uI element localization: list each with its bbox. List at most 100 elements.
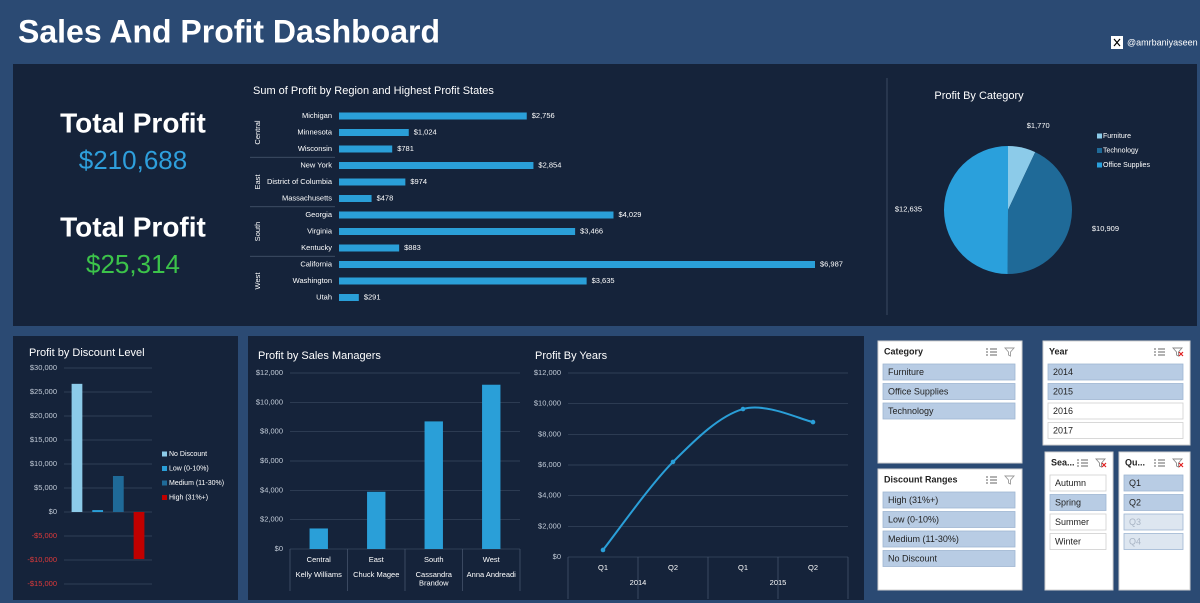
slicer-item[interactable] <box>882 511 1016 528</box>
value-label: $974 <box>410 177 427 186</box>
multi-select-button[interactable] <box>1154 459 1165 467</box>
multi-select-button[interactable] <box>1154 348 1165 356</box>
bar <box>339 195 372 202</box>
x-tick-label: Q2 <box>808 563 818 572</box>
slicer-item-label[interactable]: 2014 <box>1053 367 1073 377</box>
bar <box>424 421 443 549</box>
multi-select-button[interactable] <box>986 476 997 484</box>
value-label: $2,854 <box>538 160 561 169</box>
slicer-item-label[interactable]: 2015 <box>1053 386 1073 396</box>
category-label: New York <box>300 160 332 169</box>
category-label: Washington <box>293 276 332 285</box>
slicer <box>877 340 1023 464</box>
slicer-item[interactable] <box>882 530 1016 548</box>
bar <box>367 491 386 549</box>
slicer-item-label[interactable]: Spring <box>1055 497 1081 507</box>
slicer-item[interactable] <box>882 363 1016 381</box>
slicer-item-label[interactable]: Winter <box>1055 536 1081 546</box>
y-tick-label: $12,000 <box>534 368 561 377</box>
multi-select-button[interactable] <box>986 348 997 356</box>
slicer-item[interactable] <box>882 550 1016 567</box>
bar <box>112 476 124 512</box>
pie-slice <box>943 146 1008 274</box>
slicer-item[interactable] <box>1049 533 1107 550</box>
clear-filter-button[interactable] <box>1172 458 1183 468</box>
category-label: Wisconsin <box>298 144 332 153</box>
slicer-item-label[interactable]: Low (0-10%) <box>888 514 939 524</box>
clear-filter-mark[interactable] <box>1178 351 1184 357</box>
y-tick-label: $8,000 <box>260 427 283 436</box>
slicer-item[interactable] <box>882 383 1016 400</box>
slicer-item[interactable] <box>1123 533 1184 550</box>
bar <box>482 384 501 549</box>
clear-filter-button[interactable] <box>1004 347 1015 357</box>
slicer-item[interactable] <box>1123 474 1184 492</box>
kpi-label: Total Profit <box>60 107 206 138</box>
clear-filter-button[interactable] <box>1004 475 1015 485</box>
category-label: Michigan <box>302 111 332 120</box>
slicer-item[interactable] <box>1047 422 1184 439</box>
x-tick-label: Anna Andreadi <box>467 570 517 579</box>
value-label: $478 <box>377 193 394 202</box>
bar <box>339 294 359 301</box>
legend-label: Office Supplies <box>1103 162 1150 169</box>
clear-filter-mark[interactable] <box>1101 462 1107 468</box>
legend-swatch <box>1097 133 1102 139</box>
y-tick-label: $10,000 <box>30 459 57 468</box>
chart-title: Profit by Sales Managers <box>258 350 381 362</box>
slicer-item[interactable] <box>882 402 1016 420</box>
slicer-item[interactable] <box>1123 494 1184 511</box>
slicer-item-label[interactable]: High (31%+) <box>888 495 938 505</box>
slicer-item-label[interactable]: 2016 <box>1053 406 1073 416</box>
slicer-item-label[interactable]: Q1 <box>1129 478 1141 488</box>
kpi-value: $210,688 <box>79 145 187 175</box>
chart-title: Profit By Category <box>934 90 1024 102</box>
slicer-item[interactable] <box>1049 494 1107 511</box>
pie-slice <box>1008 146 1036 210</box>
slicer-item-label[interactable]: Q2 <box>1129 497 1141 507</box>
slicer-item-label[interactable]: Q3 <box>1129 517 1141 527</box>
value-label: $10,909 <box>1092 224 1119 233</box>
clear-filter-button[interactable] <box>1095 458 1106 468</box>
clear-filter-button[interactable] <box>1172 347 1183 357</box>
multi-select-button[interactable] <box>1077 459 1088 467</box>
slicer-item-label[interactable]: Office Supplies <box>888 386 949 396</box>
x-tick-label: Q1 <box>738 563 748 572</box>
pie-slice <box>1007 152 1072 274</box>
slicer-item[interactable] <box>1049 474 1107 492</box>
slicer-item-label[interactable]: Autumn <box>1055 478 1086 488</box>
y-tick-label: $30,000 <box>30 363 57 372</box>
slicer-item-label[interactable]: No Discount <box>888 553 938 563</box>
group-label: West <box>253 272 262 290</box>
legend-label: Furniture <box>1103 133 1131 140</box>
clear-filter-mark[interactable] <box>1178 462 1184 468</box>
bar <box>339 228 576 235</box>
group-label: East <box>369 555 385 564</box>
value-label: $1,770 <box>1027 121 1050 130</box>
slicer-item[interactable] <box>1049 513 1107 531</box>
slicer-item-label[interactable]: Furniture <box>888 367 924 377</box>
bar <box>339 162 534 169</box>
bar <box>339 178 406 186</box>
slicer-item-label[interactable]: 2017 <box>1053 425 1073 435</box>
y-tick-label: $10,000 <box>256 397 283 406</box>
slicer-item[interactable] <box>1047 402 1184 420</box>
slicer-item-label[interactable]: Summer <box>1055 517 1089 527</box>
bar <box>339 244 400 252</box>
slicer-item-label[interactable]: Q4 <box>1129 536 1141 546</box>
category-label: Kentucky <box>301 243 332 252</box>
slicer-item[interactable] <box>1047 383 1184 400</box>
slicer-item-label[interactable]: Technology <box>888 406 934 416</box>
slicer-item[interactable] <box>882 491 1016 509</box>
value-label: $3,635 <box>592 276 615 285</box>
category-label: California <box>300 259 333 268</box>
category-label: Virginia <box>307 226 333 235</box>
legend-label: Low (0-10%) <box>169 465 209 472</box>
x-tick-label: Q1 <box>598 563 608 572</box>
slicer-item[interactable] <box>1123 513 1184 531</box>
slicer-item-label[interactable]: Medium (11-30%) <box>888 534 959 544</box>
page-title: Sales And Profit Dashboard <box>18 13 440 49</box>
slicer-item[interactable] <box>1047 363 1184 381</box>
bar <box>133 512 145 560</box>
